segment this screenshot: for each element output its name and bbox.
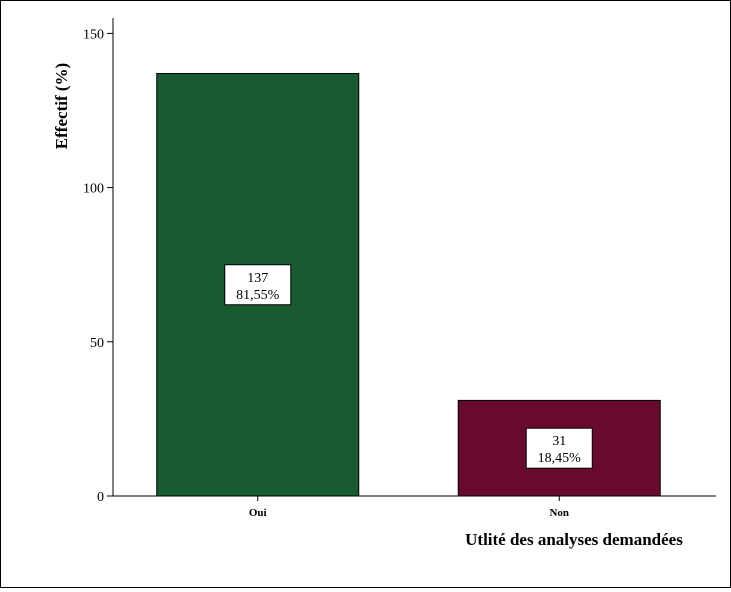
y-axis-title: Effectif (%) (52, 63, 71, 149)
data-label-percent-non: 18,45% (538, 451, 582, 466)
plot-area: 0 50 100 150 Oui 137 81,55% Non 31 18,45% (83, 18, 716, 519)
data-label-count-oui: 137 (247, 271, 268, 286)
y-tick-label-100: 100 (83, 182, 104, 197)
x-tick-label-oui: Oui (249, 507, 267, 519)
y-tick-label-50: 50 (90, 336, 104, 351)
data-label-percent-oui: 81,55% (236, 288, 280, 303)
data-label-box-oui (224, 264, 292, 306)
y-tick-label-150: 150 (83, 27, 104, 42)
data-label-box-non (525, 427, 593, 469)
data-label-count-non: 31 (552, 434, 566, 449)
x-tick-label-non: Non (549, 507, 569, 519)
x-axis-title: Utlité des analyses demandées (465, 530, 683, 549)
y-tick-label-0: 0 (97, 490, 104, 505)
